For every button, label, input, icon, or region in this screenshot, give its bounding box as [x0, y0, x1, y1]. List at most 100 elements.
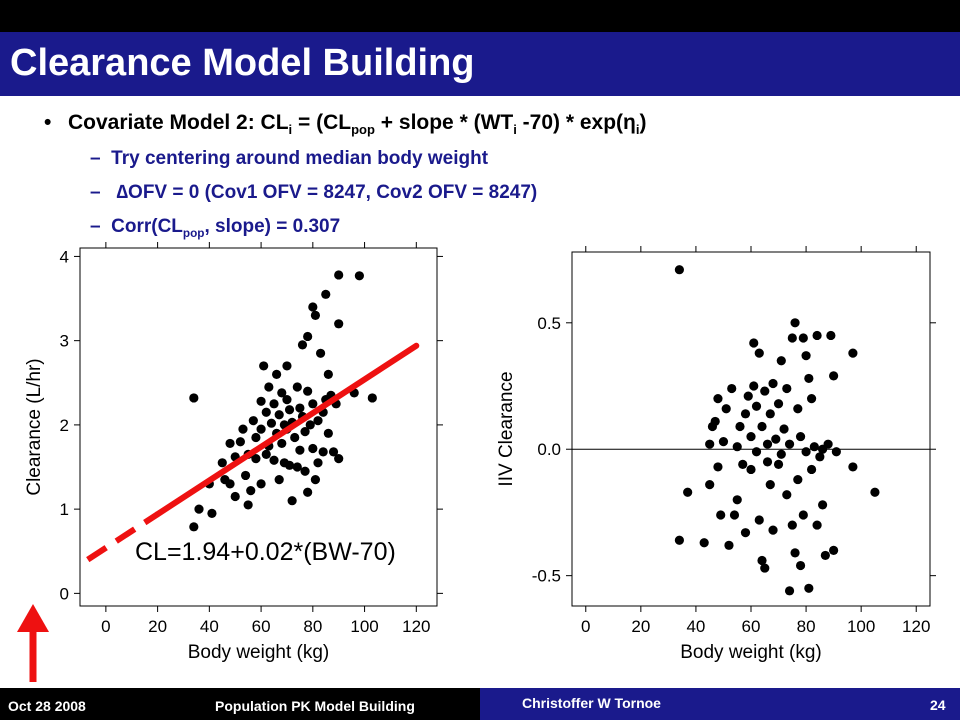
data-point: [793, 474, 803, 485]
data-point: [261, 449, 271, 459]
data-point: [240, 470, 251, 481]
data-point: [782, 383, 792, 394]
data-point: [217, 458, 227, 468]
iiv-clearance-chart: 0 20 40 60 80 100 120 -0.5 0.0 0.5 Body weight (kg…: [496, 246, 936, 663]
x-tick-label: 80: [797, 617, 816, 636]
data-point: [243, 500, 253, 510]
data-point: [334, 319, 344, 329]
data-point: [308, 399, 318, 409]
data-point: [740, 528, 751, 538]
data-point: [300, 466, 310, 476]
data-point: [705, 439, 715, 449]
data-point: [290, 432, 300, 443]
data-point: [259, 361, 269, 371]
data-point: [272, 369, 282, 379]
data-point: [315, 348, 326, 358]
data-point: [809, 442, 819, 452]
data-point: [760, 563, 770, 573]
sub-bullet-ofv: – ∆OFV = 0 (Cov1 OFV = 8247, Cov2 OFV = …: [90, 182, 538, 203]
y-tick-label: 0: [60, 584, 69, 603]
data-point: [261, 407, 271, 417]
x-tick-label: 60: [252, 617, 271, 636]
data-point: [724, 540, 734, 550]
data-point: [274, 475, 284, 485]
y-axis-label: IIV Clearance: [496, 371, 517, 486]
data-point: [274, 410, 284, 420]
data-point: [776, 356, 786, 366]
data-point: [806, 464, 817, 475]
data-point: [225, 479, 235, 489]
data-point: [718, 437, 729, 447]
y-tick-label: 1: [60, 500, 69, 519]
footer-blue-panel: [480, 688, 960, 720]
data-point: [256, 479, 266, 489]
slide-title: Clearance Model Building: [10, 42, 475, 84]
footer-page-number: 24: [930, 697, 946, 713]
data-point: [820, 550, 830, 561]
data-point: [683, 487, 693, 497]
data-point: [277, 388, 287, 398]
fit-line-extrapolation-dashed: [86, 511, 160, 563]
footer-author: Christoffer W Tornoe: [522, 695, 661, 711]
data-point: [749, 381, 759, 391]
data-point: [751, 447, 762, 457]
data-point: [716, 510, 726, 520]
data-point: [746, 464, 756, 475]
data-point: [793, 404, 803, 414]
bullet-dot-icon: •: [44, 111, 52, 134]
data-point: [284, 460, 295, 470]
data-point: [318, 447, 328, 457]
data-point: [300, 427, 310, 437]
data-point: [751, 401, 762, 411]
data-point: [303, 331, 313, 342]
y-tick-label: 4: [60, 247, 69, 266]
data-point: [804, 373, 814, 384]
data-point: [762, 457, 773, 467]
data-point: [287, 496, 297, 506]
data-point: [790, 318, 800, 328]
y-tick-label: 3: [60, 332, 69, 351]
data-point: [367, 393, 377, 403]
data-point: [269, 399, 279, 409]
data-point: [305, 420, 315, 430]
data-point: [773, 459, 784, 469]
data-point: [295, 445, 305, 455]
data-point: [323, 428, 333, 438]
data-point: [282, 361, 292, 371]
data-point: [757, 421, 767, 432]
y-tick-label: 0.5: [537, 314, 561, 333]
data-point: [251, 453, 261, 464]
data-point: [321, 289, 331, 299]
data-point: [795, 560, 806, 571]
data-point: [762, 439, 773, 449]
data-point: [235, 437, 245, 447]
data-point: [674, 265, 684, 275]
x-tick-label: 40: [200, 617, 219, 636]
data-point: [829, 545, 839, 555]
x-tick-label: 60: [742, 617, 761, 636]
data-point: [323, 369, 333, 379]
data-point: [870, 487, 880, 497]
data-point: [746, 431, 756, 442]
data-point: [282, 395, 292, 405]
data-point: [732, 442, 742, 452]
data-point: [308, 443, 318, 454]
data-point: [189, 522, 199, 532]
data-point: [269, 455, 279, 465]
data-point: [740, 409, 751, 419]
data-point: [225, 438, 235, 449]
data-point: [303, 487, 313, 497]
data-point: [818, 500, 828, 510]
x-tick-label: 100: [847, 617, 875, 636]
data-point: [732, 495, 742, 505]
data-point: [713, 394, 723, 404]
data-point: [795, 431, 806, 442]
data-point: [754, 515, 764, 525]
sub-bullet-corr: – Corr(CLpop, slope) = 0.307: [90, 216, 341, 240]
x-tick-label: 0: [581, 617, 590, 636]
data-point: [768, 378, 778, 389]
x-axis-label: Body weight (kg): [680, 642, 822, 663]
data-point: [292, 462, 302, 472]
data-point: [743, 391, 753, 401]
data-point: [790, 548, 800, 558]
